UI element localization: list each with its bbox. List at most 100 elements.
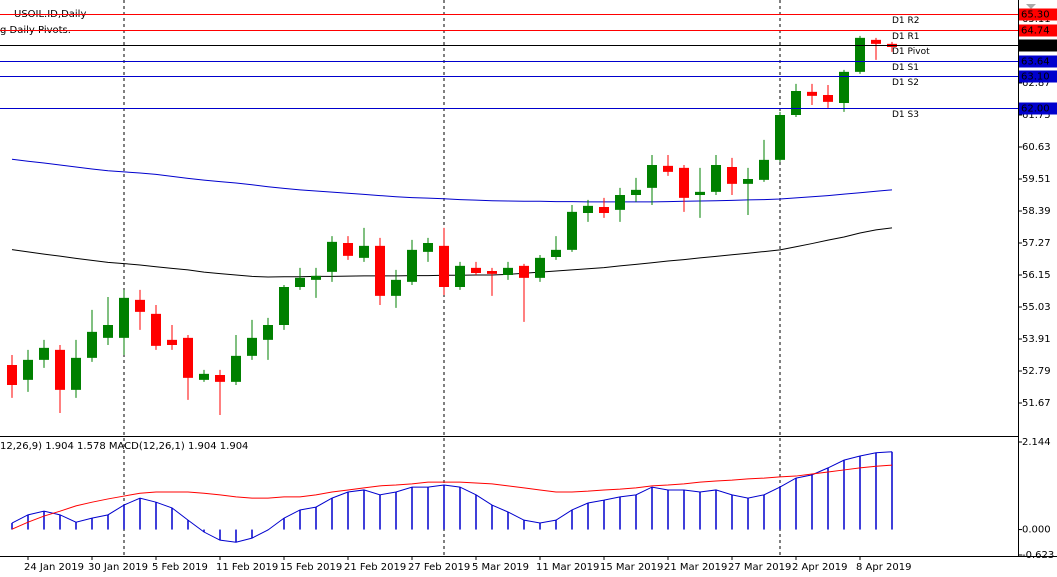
candle-body [71, 357, 81, 390]
candle-body [359, 245, 369, 258]
candle-body [519, 265, 529, 278]
candle-body [87, 331, 97, 358]
candle-body [807, 91, 817, 96]
candle-body [439, 245, 449, 287]
candle-body [423, 243, 433, 252]
candle-body [375, 245, 385, 296]
x-tick-label: 11 Mar 2019 [536, 562, 599, 573]
candle-body [583, 205, 593, 213]
x-tick-label: 15 Mar 2019 [600, 562, 663, 573]
candle-body [247, 337, 257, 356]
candle-body [151, 313, 161, 346]
price-box-label: 63.64 [1021, 57, 1050, 68]
macd-line [11, 451, 893, 543]
signal-line [11, 464, 893, 530]
candle-body [487, 271, 497, 274]
y-tick-label: 57.27 [1022, 238, 1051, 249]
y-tick-label: -0.623 [1022, 550, 1054, 561]
candle-body [791, 91, 801, 115]
x-tick-label: 27 Mar 2019 [728, 562, 791, 573]
y-tick-label: 56.15 [1022, 270, 1051, 281]
y-tick-label: 62.87 [1022, 78, 1051, 89]
price-box [1019, 70, 1057, 83]
candle-body [455, 265, 465, 287]
x-tick-label: 2 Apr 2019 [792, 562, 847, 573]
candle-body [615, 195, 625, 210]
candle-body [647, 165, 657, 188]
candle-body [759, 159, 769, 180]
y-tick-label: 58.39 [1022, 206, 1051, 217]
pivot-label: D1 S1 [892, 63, 919, 73]
candle-body [55, 349, 65, 390]
candle-body [727, 167, 737, 184]
candle-body [103, 325, 113, 338]
candle-body [295, 277, 305, 287]
y-tick-label: 0.000 [1022, 525, 1051, 536]
x-tick-label: 11 Feb 2019 [216, 562, 278, 573]
price-box-label: 65.30 [1021, 10, 1050, 21]
pivot-label: D1 Pivot [892, 47, 930, 57]
x-tick-label: 24 Jan 2019 [24, 562, 84, 573]
x-tick-label: 21 Mar 2019 [664, 562, 727, 573]
price-box [1019, 39, 1057, 52]
price-box [1019, 102, 1057, 115]
candle-body [263, 325, 273, 340]
candle-body [839, 71, 849, 103]
pivot-label: D1 S2 [892, 78, 919, 88]
x-tick-label: 5 Mar 2019 [472, 562, 529, 573]
y-tick-label: 59.51 [1022, 174, 1051, 185]
candle-body [135, 299, 145, 312]
candle-body [695, 191, 705, 195]
y-tick-label: 2.144 [1022, 437, 1051, 448]
candle-body [711, 165, 721, 192]
pivot-label: D1 R2 [892, 16, 920, 26]
candle-body [631, 189, 641, 195]
candle-body [311, 275, 321, 280]
price-box-label: 64.20 [1021, 41, 1050, 52]
candle-body [871, 39, 881, 44]
candle-body [535, 257, 545, 278]
candle-body [183, 337, 193, 378]
candle-body [23, 359, 33, 380]
candle-body [343, 243, 353, 256]
moving-average [11, 158, 893, 203]
candle-body [599, 207, 609, 213]
candle-body [279, 287, 289, 325]
price-box [1019, 24, 1057, 37]
x-tick-label: 30 Jan 2019 [88, 562, 148, 573]
candle-body [39, 347, 49, 360]
candle-body [391, 279, 401, 296]
candle-body [775, 115, 785, 160]
x-tick-label: 8 Apr 2019 [856, 562, 911, 573]
price-box [1019, 55, 1057, 68]
candle-body [7, 365, 17, 385]
x-tick-label: 21 Feb 2019 [344, 562, 406, 573]
price-box-label: 62.00 [1021, 104, 1050, 115]
x-tick-label: 5 Feb 2019 [152, 562, 208, 573]
price-box-label: 63.10 [1021, 72, 1050, 83]
y-tick-label: 52.79 [1022, 366, 1051, 377]
x-tick-label: 15 Feb 2019 [280, 562, 342, 573]
macd-title: 12,26,9) 1.904 1.578 MACD(12,26,1) 1.904… [0, 441, 248, 452]
candle-body [407, 249, 417, 282]
candle-body [471, 267, 481, 273]
x-tick-label: 27 Feb 2019 [408, 562, 470, 573]
candle-body [503, 267, 513, 275]
candle-body [231, 355, 241, 382]
candle-body [327, 241, 337, 272]
scroll-marker [1026, 4, 1036, 9]
pivot-label: D1 R1 [892, 32, 920, 42]
candle-body [119, 297, 129, 338]
price-box-label: 64.74 [1021, 26, 1050, 37]
y-tick-label: 51.67 [1022, 398, 1051, 409]
pivot-label: D1 S3 [892, 110, 919, 120]
candle-body [215, 375, 225, 382]
y-tick-label: 60.63 [1022, 142, 1051, 153]
candle-body [551, 249, 561, 257]
candle-body [823, 95, 833, 102]
candle-body [743, 179, 753, 184]
y-tick-label: 55.03 [1022, 302, 1051, 313]
price-box [1019, 8, 1057, 21]
moving-average [11, 227, 893, 278]
